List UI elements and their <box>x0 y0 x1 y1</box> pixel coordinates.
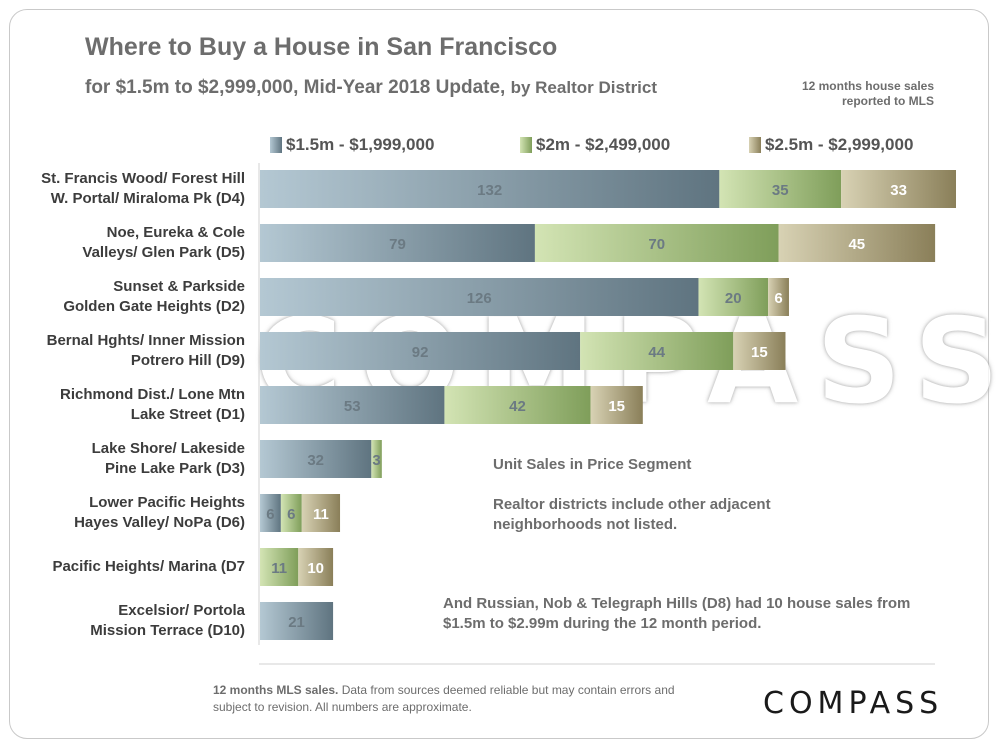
chart-card <box>9 9 989 739</box>
bar-segment <box>260 278 699 316</box>
data-label: 6 <box>287 506 295 523</box>
bar-segment <box>280 494 302 532</box>
legend-item-2: $2m - $2,499,000 <box>520 133 670 157</box>
bar-segment <box>371 440 382 478</box>
bar-segment <box>298 548 334 586</box>
data-label: 15 <box>751 344 768 361</box>
data-label: 42 <box>509 398 526 415</box>
category-label: Bernal Hghts/ Inner Mission Potrero Hill … <box>46 332 245 369</box>
annotation-districts-note: Realtor districts include other adjacent… <box>493 496 771 533</box>
bar-segment <box>260 386 445 424</box>
category-label: Sunset & Parkside Golden Gate Heights (D2… <box>63 278 245 315</box>
data-label: 44 <box>648 344 665 361</box>
data-label: 20 <box>725 290 742 307</box>
legend-label-3: $2.5m - $2,999,000 <box>765 135 914 154</box>
bar-segment <box>260 494 281 532</box>
subtitle-main: for $1.5m to $2,999,000, Mid-Year 2018 U… <box>85 77 506 98</box>
data-label: 32 <box>307 452 324 469</box>
data-label: 11 <box>271 560 287 577</box>
data-label: 132 <box>477 182 502 199</box>
bar-segment <box>260 224 535 262</box>
data-label: 45 <box>848 236 865 253</box>
bar-segment <box>260 440 372 478</box>
data-label: 92 <box>412 344 429 361</box>
bar-segment <box>841 170 956 208</box>
bar-segment <box>590 386 643 424</box>
data-label: 3 <box>372 452 380 469</box>
sales-source-note: 12 months house sales reported to MLS <box>801 79 934 108</box>
legend-label-2: $2m - $2,499,000 <box>536 135 671 154</box>
bar-segment <box>260 548 299 586</box>
category-label: Richmond Dist./ Lone Mtn Lake Street (D1) <box>60 386 245 423</box>
legend-item-3: $2.5m - $2,999,000 <box>749 133 913 157</box>
bar-segment <box>719 170 842 208</box>
bar-segment <box>260 170 720 208</box>
bar-segment <box>444 386 591 424</box>
category-label: St. Francis Wood/ Forest Hill W. Portal/ … <box>41 170 245 207</box>
data-label: 33 <box>890 182 907 199</box>
legend-swatch-3 <box>749 137 761 153</box>
category-label: Lower Pacific Heights Hayes Valley/ NoPa … <box>74 494 245 531</box>
category-label: Noe, Eureka & Cole Valleys/ Glen Park (D5… <box>82 224 245 261</box>
bar-segment <box>534 224 779 262</box>
bar-segment <box>301 494 341 532</box>
data-label: 6 <box>774 290 782 307</box>
compass-logo: COMPASS <box>763 686 944 721</box>
footer-bold: 12 months MLS sales. <box>213 683 339 697</box>
category-label: Pacific Heights/ Marina (D7 <box>52 558 245 575</box>
footer-disclaimer: 12 months MLS sales. Data from sources d… <box>213 682 713 716</box>
annotation-d8-note: And Russian, Nob & Telegraph Hills (D8) … <box>443 595 911 632</box>
chart-subtitle: for $1.5m to $2,999,000, Mid-Year 2018 U… <box>85 77 657 99</box>
bar-segment <box>260 332 581 370</box>
data-label: 11 <box>313 506 329 523</box>
data-label: 35 <box>772 182 789 199</box>
bar-segment <box>733 332 786 370</box>
data-label: 6 <box>266 506 274 523</box>
category-label: Excelsior/ Portola Mission Terrace (D10) <box>90 602 245 639</box>
bar-segment <box>698 278 769 316</box>
bar-segment <box>260 602 334 640</box>
footer-text: Data from sources deemed reliable but ma… <box>213 683 675 714</box>
legend-item-1: $1.5m - $1,999,000 <box>270 133 434 157</box>
data-label: 15 <box>608 398 625 415</box>
bar-segment <box>778 224 936 262</box>
bar-segment <box>580 332 734 370</box>
annotation-unit-sales: Unit Sales in Price Segment <box>493 456 692 473</box>
legend: $1.5m - $1,999,000 $2m - $2,499,000 $2.5… <box>270 133 950 157</box>
subtitle-by: by Realtor District <box>510 78 658 97</box>
data-label: 126 <box>467 290 492 307</box>
legend-label-1: $1.5m - $1,999,000 <box>286 135 435 154</box>
legend-swatch-2 <box>520 137 532 153</box>
category-label: Lake Shore/ Lakeside Pine Lake Park (D3) <box>91 440 245 477</box>
data-label: 53 <box>344 398 361 415</box>
data-label: 10 <box>307 560 324 577</box>
chart-title: Where to Buy a House in San Francisco <box>85 33 558 61</box>
legend-swatch-1 <box>270 137 282 153</box>
bar-segment <box>768 278 789 316</box>
data-label: 21 <box>288 614 305 631</box>
data-label: 70 <box>648 236 665 253</box>
data-label: 79 <box>389 236 406 253</box>
